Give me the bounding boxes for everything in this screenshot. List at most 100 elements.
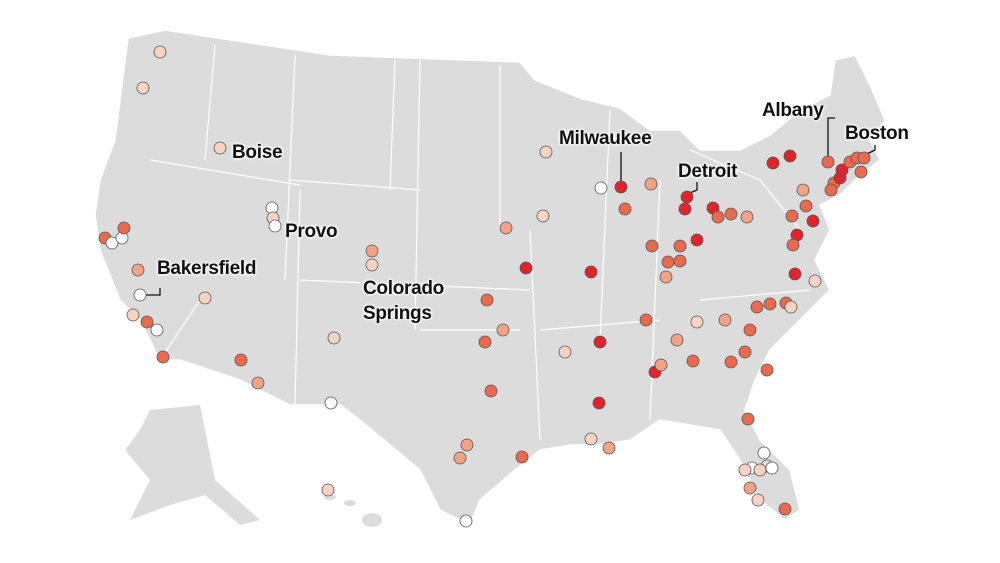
city-dot [519,261,533,275]
city-dot [153,45,167,59]
city-dot [724,355,738,369]
city-dot [644,177,658,191]
hawaii [324,494,382,527]
city-dot [126,308,140,322]
city-dot [602,441,616,455]
city-dot [784,300,798,314]
city-dot [156,350,170,364]
city-dot [618,202,632,216]
city-dot [105,236,119,250]
city-dot [786,238,800,252]
city-dot [453,451,467,465]
city-dot [592,396,606,410]
city-dot [738,463,752,477]
city-dot [741,412,755,426]
city-dot [499,221,513,235]
city-dot [459,514,473,528]
city-dot [584,432,598,446]
city-dot [799,199,813,213]
city-dot [536,209,550,223]
city-dot [763,297,777,311]
city-dot [131,263,145,277]
city-dot [321,483,335,497]
city-dot [496,323,510,337]
city-label: Albany [762,100,824,121]
city-dot [673,254,687,268]
city-dot [724,207,738,221]
city-dot [661,255,675,269]
city-label: Provo [285,221,338,242]
city-dot [783,149,797,163]
city-label: Boston [845,123,909,144]
city-dot [593,335,607,349]
city-dot [743,323,757,337]
city-label: Colorado Springs [363,278,444,324]
city-dot [857,151,871,165]
city-label: Bakersfield [157,258,257,279]
city-dot [639,313,653,327]
city-dot [198,291,212,305]
city-label: Milwaukee [559,128,652,149]
city-dot [796,183,810,197]
city-dot [808,274,822,288]
city-dot [539,145,553,159]
city-dot [711,210,725,224]
city-dot [213,141,227,155]
city-dot [690,233,704,247]
city-dot [678,202,692,216]
city-dot [659,270,673,284]
city-dot [670,333,684,347]
city-dot [478,335,492,349]
city-dot [835,163,849,177]
city-dot [757,446,771,460]
city-dot [645,239,659,253]
city-dot [460,438,474,452]
city-dot [140,315,154,329]
city-dot [654,358,668,372]
city-dot [686,354,700,368]
city-dot [785,209,799,223]
city-dot [133,288,147,302]
city-dot [484,384,498,398]
city-dot [778,502,792,516]
city-dots [98,45,871,528]
city-dot [117,221,131,235]
city-dot [690,315,704,329]
city-dot [738,345,752,359]
city-dot [753,463,767,477]
city-dot [821,155,835,169]
city-dot [251,376,265,390]
city-dot [480,293,494,307]
city-dot [760,363,774,377]
city-dot [788,267,802,281]
city-dot [268,219,282,233]
city-dot [766,156,780,170]
city-dot [515,450,529,464]
city-dot [740,210,754,224]
city-label: Detroit [678,161,738,182]
alaska [125,405,260,525]
city-dot [558,345,572,359]
city-dot [324,396,338,410]
city-dot [594,181,608,195]
city-dot [365,258,379,272]
city-dot [750,300,764,314]
city-dot [680,190,694,204]
city-dot [743,481,757,495]
city-dot [854,165,868,179]
city-dot [614,180,628,194]
city-dot [327,331,341,345]
state-lines [149,44,811,441]
city-dot [824,183,838,197]
city-dot [718,313,732,327]
city-label: Boise [232,142,283,163]
city-dot [365,244,379,258]
city-dot [150,323,164,337]
city-dot [806,214,820,228]
city-dot [136,81,150,95]
city-dot [765,461,779,475]
city-dot [673,239,687,253]
city-dot [751,493,765,507]
